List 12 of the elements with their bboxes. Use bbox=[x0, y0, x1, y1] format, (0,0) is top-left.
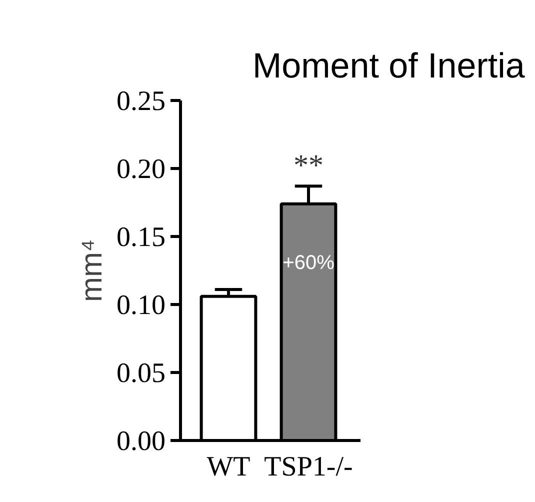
y-axis-title: mm⁴ bbox=[76, 239, 108, 302]
y-tick-label: 0.00 bbox=[116, 426, 166, 457]
chart-title: Moment of Inertia bbox=[252, 46, 526, 86]
annotation: ** bbox=[294, 149, 324, 182]
y-tick-label: 0.10 bbox=[116, 290, 166, 321]
annotation: +60% bbox=[282, 252, 335, 274]
x-tick-label: WT bbox=[206, 452, 250, 482]
y-tick-label: 0.20 bbox=[116, 154, 166, 185]
y-tick-label: 0.15 bbox=[116, 222, 166, 253]
x-tick-label: TSP1-/- bbox=[264, 452, 353, 482]
y-tick-label: 0.25 bbox=[116, 86, 166, 117]
y-tick-label: 0.05 bbox=[116, 358, 166, 389]
